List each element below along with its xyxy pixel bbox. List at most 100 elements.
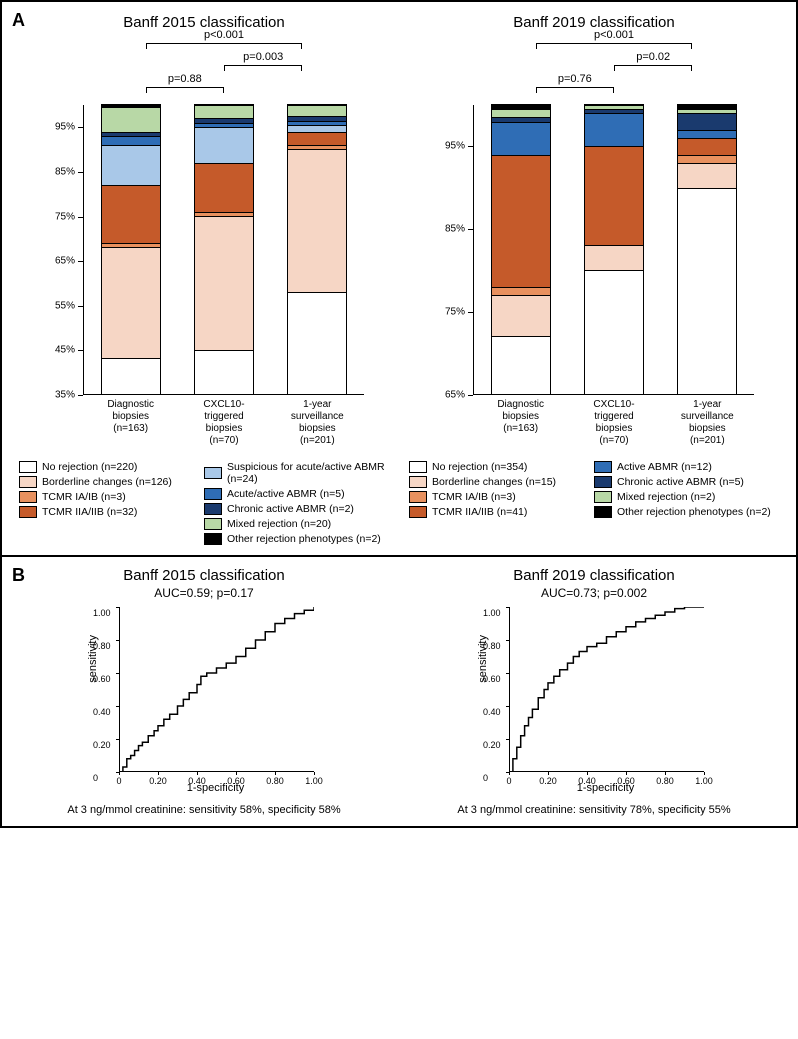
legend-swatch [594, 476, 612, 488]
legend-item: Borderline changes (n=126) [19, 476, 204, 488]
roc-x-tick-label: 0.20 [149, 776, 167, 786]
legend-swatch [204, 518, 222, 530]
roc-y-tick-label: 1.00 [93, 608, 115, 618]
roc-plot: 000.200.200.400.400.600.600.800.801.001.… [479, 602, 709, 792]
stacked-bar [102, 105, 160, 394]
bar-segment [195, 123, 253, 127]
legend-label: Suspicious for acute/active ABMR (n=24) [227, 461, 389, 485]
y-tick-label: 95% [445, 141, 465, 152]
bars-area [84, 105, 364, 395]
legend-item: Chronic active ABMR (n=2) [204, 503, 389, 515]
roc-curve [119, 607, 314, 772]
legend-swatch [409, 506, 427, 518]
legend-item: Active ABMR (n=12) [594, 461, 779, 473]
legend-label: TCMR IA/IB (n=3) [42, 491, 126, 503]
roc-column: Banff 2019 classification AUC=0.73; p=0.0… [404, 567, 784, 816]
bar-segment [678, 163, 736, 188]
bar-segment [585, 113, 643, 146]
roc-auc-text: AUC=0.73; p=0.002 [541, 586, 647, 600]
panel-b: B Banff 2015 classificationAUC=0.59; p=0… [2, 557, 796, 826]
bar-segment [585, 109, 643, 113]
bar-segment [678, 130, 736, 138]
bar-segment [195, 105, 253, 118]
bar-segment [102, 107, 160, 131]
legend-item: No rejection (n=354) [409, 461, 594, 473]
bar-segment [492, 109, 550, 117]
bar-segment [102, 105, 160, 107]
bar-segment [288, 105, 346, 116]
bar-segment [195, 216, 253, 349]
y-tick-label: 75% [445, 307, 465, 318]
stacked-bar [195, 105, 253, 394]
legend-label: Chronic active ABMR (n=2) [227, 503, 354, 515]
pvalue-text: p<0.001 [594, 29, 634, 41]
roc-plot: 000.200.200.400.400.600.600.800.801.001.… [89, 602, 319, 792]
roc-title: Banff 2019 classification [513, 567, 675, 584]
legend-swatch [19, 461, 37, 473]
bar-segment [288, 116, 346, 120]
roc-x-tick-label: 0.20 [539, 776, 557, 786]
bar-segment [585, 105, 643, 109]
legend-swatch [204, 503, 222, 515]
legend-swatch [409, 491, 427, 503]
bar-chart-column: Banff 2019 classificationp=0.76p=0.02p<0… [404, 12, 784, 545]
legend-label: TCMR IA/IB (n=3) [432, 491, 516, 503]
x-label: 1-yearsurveillancebiopsies(n=201) [661, 395, 754, 447]
legend-label: Mixed rejection (n=2) [617, 491, 715, 503]
legend-item: Mixed rejection (n=2) [594, 491, 779, 503]
legend-item: No rejection (n=220) [19, 461, 204, 473]
roc-x-tick-label: 0 [116, 776, 121, 786]
stacked-bar [678, 105, 736, 394]
bar-segment [678, 105, 736, 109]
y-tick-label: 45% [55, 345, 75, 356]
pvalue-text: p=0.02 [636, 51, 670, 63]
roc-x-tick-label: 0.80 [656, 776, 674, 786]
stacked-bar-chart: p=0.76p=0.02p<0.00165%75%85%95%Diagnosti… [434, 35, 754, 447]
y-tick-label: 85% [445, 224, 465, 235]
y-tick-label: 65% [445, 390, 465, 401]
roc-y-tick-label: 0 [93, 773, 115, 783]
y-tick-label: 85% [55, 166, 75, 177]
panel-a-label: A [12, 10, 25, 31]
bar-segment [492, 105, 550, 109]
legend-label: Active ABMR (n=12) [617, 461, 712, 473]
roc-y-tick-label: 1.00 [483, 608, 505, 618]
roc-y-tick-label: 0.40 [483, 707, 505, 717]
legend-label: No rejection (n=354) [432, 461, 527, 473]
x-labels: Diagnosticbiopsies(n=163)CXCL10-triggere… [474, 395, 754, 447]
legend-item: Acute/active ABMR (n=5) [204, 488, 389, 500]
pvalue-text: p=0.76 [558, 73, 592, 85]
legend: No rejection (n=220) Borderline changes (… [19, 461, 389, 545]
legend-item: Other rejection phenotypes (n=2) [594, 506, 779, 518]
stacked-bar [492, 105, 550, 394]
legend-swatch [594, 491, 612, 503]
bar-segment [585, 270, 643, 394]
bar-segment [678, 138, 736, 155]
roc-curve [509, 607, 704, 772]
legend-label: Mixed rejection (n=20) [227, 518, 331, 530]
legend-item: TCMR IIA/IIB (n=32) [19, 506, 204, 518]
x-label: 1-yearsurveillancebiopsies(n=201) [271, 395, 364, 447]
legend-label: Other rejection phenotypes (n=2) [617, 506, 771, 518]
figure: A Banff 2015 classificationp=0.88p=0.003… [0, 0, 798, 828]
roc-y-label: sensitivity [477, 635, 489, 683]
roc-y-tick-label: 0.20 [483, 740, 505, 750]
stacked-bar [585, 105, 643, 394]
y-tick-label: 95% [55, 122, 75, 133]
bar-segment [195, 118, 253, 122]
bar-segment [492, 295, 550, 336]
roc-y-tick-label: 0 [483, 773, 505, 783]
roc-x-tick-label: 1.00 [695, 776, 713, 786]
bar-segment [288, 125, 346, 132]
legend-item: Suspicious for acute/active ABMR (n=24) [204, 461, 389, 485]
bar-chart-column: Banff 2015 classificationp=0.88p=0.003p<… [14, 12, 394, 545]
roc-column: Banff 2015 classificationAUC=0.59; p=0.1… [14, 567, 394, 816]
stacked-bar [288, 105, 346, 394]
legend-swatch [409, 461, 427, 473]
pvalue-brackets: p=0.76p=0.02p<0.001 [434, 35, 754, 105]
legend-swatch [204, 533, 222, 545]
pvalue-text: p=0.88 [168, 73, 202, 85]
roc-y-label: sensitivity [87, 635, 99, 683]
y-tick-label: 55% [55, 300, 75, 311]
plot-area: 65%75%85%95% [434, 105, 754, 395]
